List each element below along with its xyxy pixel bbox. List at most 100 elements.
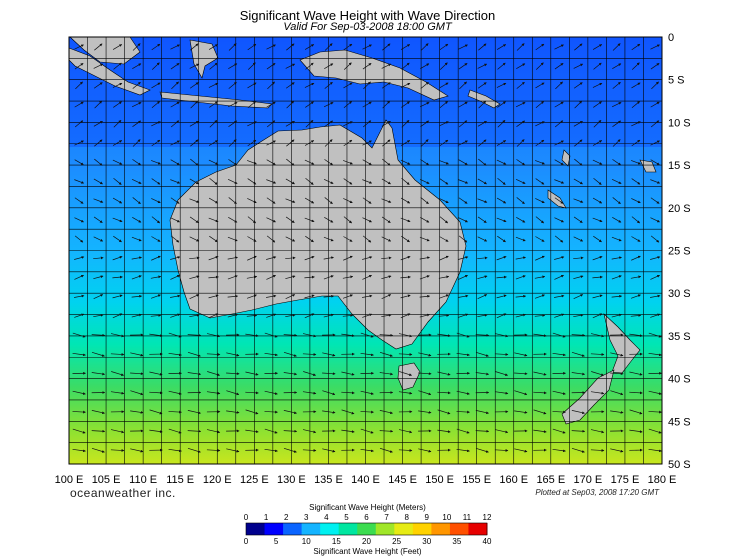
wave-arrow xyxy=(91,447,105,453)
wave-arrow xyxy=(247,198,257,204)
wave-arrow xyxy=(149,333,163,337)
wave-arrow xyxy=(285,275,296,280)
wave-arrow xyxy=(648,428,662,434)
wave-arrow xyxy=(110,449,125,452)
wave-arrow xyxy=(611,313,622,318)
wave-arrow xyxy=(573,198,584,203)
wave-arrow xyxy=(94,158,103,166)
wave-arrow xyxy=(226,372,240,376)
wave-arrow xyxy=(302,429,317,434)
wave-arrow xyxy=(496,217,507,223)
lon-tick-label: 150 E xyxy=(425,474,454,486)
wave-arrow xyxy=(168,410,182,414)
wave-arrow xyxy=(322,390,336,396)
wave-arrow xyxy=(631,236,641,242)
wave-arrow xyxy=(94,43,103,51)
wave-arrow xyxy=(612,139,621,147)
wave-arrow xyxy=(515,102,526,108)
wave-arrow xyxy=(323,102,334,108)
wave-arrow xyxy=(208,159,219,165)
axis-labels: 100 E 105 E 110 E 115 E 120 E 125 E 130 E 135 E… xyxy=(55,32,691,486)
wave-arrow xyxy=(574,158,583,166)
wave-arrow xyxy=(322,448,336,453)
wave-arrow xyxy=(650,235,660,243)
wave-arrow xyxy=(247,139,257,147)
wave-arrow xyxy=(631,101,641,109)
wave-arrow xyxy=(302,449,317,452)
wave-arrow xyxy=(75,81,83,90)
wave-arrow xyxy=(362,101,372,108)
wave-arrow xyxy=(381,256,392,260)
wave-arrow xyxy=(285,82,295,89)
wave-arrow xyxy=(264,390,278,395)
wave-arrow xyxy=(93,120,103,127)
wave-arrow xyxy=(168,448,182,453)
wave-arrow xyxy=(420,197,429,205)
wave-arrow xyxy=(130,448,144,453)
wave-arrow xyxy=(496,82,507,88)
colorbar-meters-label: 5 xyxy=(344,513,349,522)
wave-arrow xyxy=(399,371,413,376)
wave-arrow xyxy=(458,235,468,243)
wave-arrow xyxy=(189,294,200,299)
wave-arrow xyxy=(400,255,411,261)
wave-arrow xyxy=(495,371,509,376)
wave-arrow xyxy=(228,120,238,127)
wave-arrow xyxy=(110,391,125,395)
wave-arrow xyxy=(401,235,410,243)
wave-arrow xyxy=(113,177,122,185)
wave-arrow xyxy=(554,63,564,70)
wave-arrow xyxy=(112,275,123,279)
wave-arrow xyxy=(612,216,622,223)
map-subtitle: Valid For Sep-03-2008 18:00 GMT xyxy=(283,21,452,33)
lat-tick-label: 10 S xyxy=(668,117,691,129)
wave-arrow xyxy=(323,294,335,298)
wave-arrow xyxy=(552,352,566,357)
wave-arrow xyxy=(592,82,603,88)
wave-arrow xyxy=(552,448,566,453)
wave-arrow xyxy=(458,120,468,128)
landmass-sulawesi xyxy=(189,39,219,79)
wave-arrow xyxy=(535,255,545,261)
wave-arrow xyxy=(362,159,372,166)
wave-arrow xyxy=(91,410,105,415)
wave-arrow xyxy=(400,197,411,204)
wave-arrow xyxy=(535,139,545,147)
wave-arrow xyxy=(650,275,660,280)
wave-arrow xyxy=(323,256,334,260)
wave-arrow xyxy=(190,43,199,51)
wave-arrow xyxy=(611,102,622,108)
wave-arrow xyxy=(343,43,353,51)
wave-arrow xyxy=(533,333,547,337)
wave-arrow xyxy=(151,62,160,70)
wave-arrow xyxy=(305,235,314,243)
colorbar-swatch xyxy=(246,523,266,535)
wave-arrow xyxy=(190,158,199,166)
lon-tick-label: 130 E xyxy=(277,474,306,486)
wave-arrow xyxy=(554,120,564,128)
wave-arrow xyxy=(439,198,449,204)
wave-arrow xyxy=(323,178,334,184)
wave-arrow xyxy=(611,275,622,280)
wave-arrow xyxy=(515,236,526,242)
wave-arrow xyxy=(650,140,660,146)
wave-arrow xyxy=(456,428,470,434)
wave-arrow xyxy=(264,332,278,338)
wave-arrow xyxy=(382,158,391,166)
wave-arrow xyxy=(341,409,355,415)
wave-arrow xyxy=(362,179,373,184)
wave-arrow xyxy=(610,410,624,414)
wave-arrow xyxy=(573,82,583,89)
wave-arrow xyxy=(554,235,564,243)
wave-arrow xyxy=(592,159,603,165)
wave-arrow xyxy=(477,294,488,299)
wave-arrow xyxy=(170,63,180,70)
wave-arrow xyxy=(381,294,392,299)
wave-arrow xyxy=(382,139,391,147)
wave-arrow xyxy=(629,429,643,433)
wave-arrow xyxy=(438,294,449,299)
wave-arrow xyxy=(304,197,315,204)
wave-arrow xyxy=(592,313,603,319)
wave-arrow xyxy=(341,429,355,433)
wave-arrow xyxy=(343,255,353,261)
